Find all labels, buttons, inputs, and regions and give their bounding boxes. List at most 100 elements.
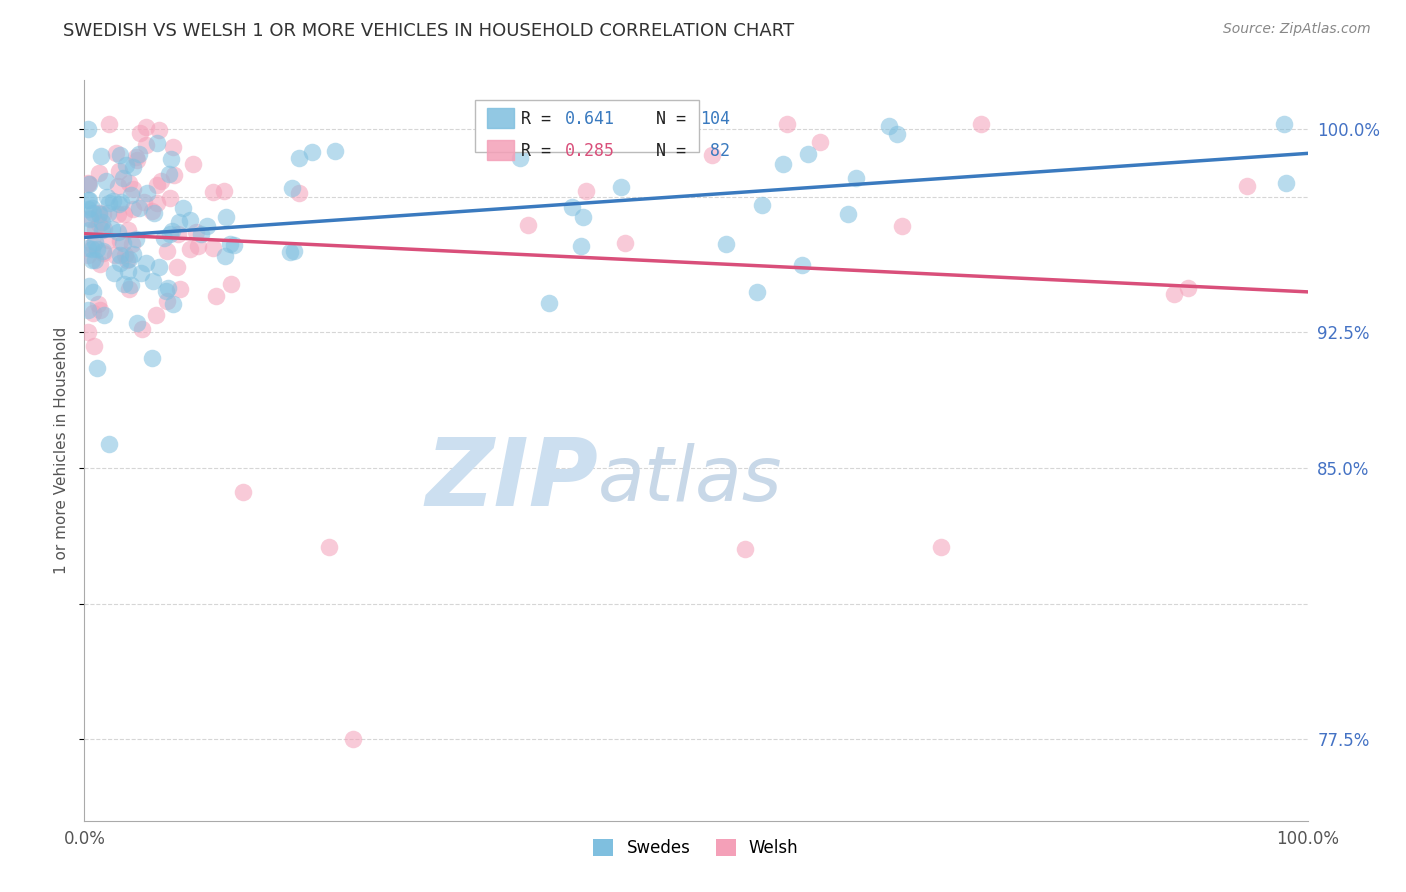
Point (77, 177, 100, 191)
Point (110, 248, 132, 262)
Point (83, 221, 105, 235)
Point (808, 136, 831, 150)
Text: ZIP: ZIP (425, 434, 598, 526)
Point (77, 222, 100, 236)
Point (218, 236, 240, 251)
Point (162, 140, 184, 154)
Point (169, 282, 191, 296)
Point (87, 217, 110, 231)
Point (288, 151, 311, 165)
Text: R =: R = (522, 110, 561, 128)
Point (288, 186, 311, 200)
Point (797, 147, 820, 161)
Point (142, 274, 165, 288)
Point (301, 145, 323, 159)
Point (82, 306, 104, 320)
Point (529, 117, 551, 131)
Point (1163, 287, 1185, 301)
Text: R =: R = (522, 142, 561, 160)
Text: N =: N = (626, 110, 696, 128)
Bar (486, 139, 513, 161)
Point (107, 206, 129, 220)
Point (588, 131, 610, 145)
Point (156, 244, 179, 258)
Point (714, 236, 737, 251)
Point (1272, 117, 1295, 131)
Point (117, 264, 139, 278)
Point (1236, 178, 1258, 193)
Point (108, 148, 131, 162)
Point (77, 248, 100, 262)
Point (82, 206, 104, 220)
Point (86, 360, 108, 375)
Point (747, 285, 769, 299)
Text: SWEDISH VS WELSH 1 OR MORE VEHICLES IN HOUSEHOLD CORRELATION CHART: SWEDISH VS WELSH 1 OR MORE VEHICLES IN H… (63, 22, 794, 40)
Point (77, 279, 100, 293)
Point (115, 158, 138, 172)
Point (115, 253, 138, 268)
Point (156, 294, 179, 309)
Point (145, 195, 167, 210)
Point (93, 222, 115, 236)
Point (202, 241, 225, 255)
Point (97, 206, 120, 220)
Point (91, 246, 114, 260)
Point (172, 201, 194, 215)
Point (91, 207, 114, 221)
Point (127, 316, 149, 330)
Point (77, 194, 100, 208)
Point (879, 119, 901, 133)
Point (83, 339, 105, 353)
Point (538, 295, 561, 310)
Text: R = 0.641   N = 104
  R = 0.285   N =  82: R = 0.641 N = 104 R = 0.285 N = 82 (482, 106, 692, 145)
Bar (486, 108, 513, 128)
Point (219, 277, 242, 291)
Point (77, 302, 100, 317)
Point (79, 211, 101, 226)
Point (509, 152, 531, 166)
Point (181, 156, 204, 170)
Point (232, 485, 254, 500)
Point (150, 174, 173, 188)
Point (157, 168, 180, 182)
Point (121, 202, 143, 217)
Point (179, 213, 201, 227)
Point (561, 200, 583, 214)
Point (89, 303, 111, 318)
Point (107, 178, 129, 193)
Point (90, 149, 112, 163)
Point (575, 184, 598, 198)
Point (202, 185, 225, 199)
Point (82, 252, 104, 267)
Point (224, 238, 246, 252)
Point (613, 235, 636, 250)
Text: 82: 82 (700, 142, 730, 160)
Point (212, 184, 235, 198)
Point (159, 152, 181, 166)
Point (77, 241, 100, 255)
Point (101, 221, 124, 235)
Point (80, 242, 103, 256)
Point (118, 176, 141, 190)
Point (342, 732, 364, 747)
Point (97, 117, 120, 131)
Point (97, 233, 120, 247)
Point (125, 150, 148, 164)
Point (120, 278, 142, 293)
Point (90, 223, 112, 237)
Point (112, 277, 135, 291)
Point (141, 351, 163, 366)
Point (145, 308, 167, 322)
Point (155, 285, 177, 299)
Point (128, 147, 150, 161)
Point (93, 308, 115, 322)
Point (141, 204, 163, 219)
Point (77, 178, 100, 192)
Point (143, 206, 166, 220)
Point (82, 238, 104, 252)
Point (77, 326, 100, 340)
Point (87, 166, 110, 180)
Point (283, 244, 305, 258)
Text: N =: N = (626, 142, 696, 160)
Point (517, 219, 540, 233)
